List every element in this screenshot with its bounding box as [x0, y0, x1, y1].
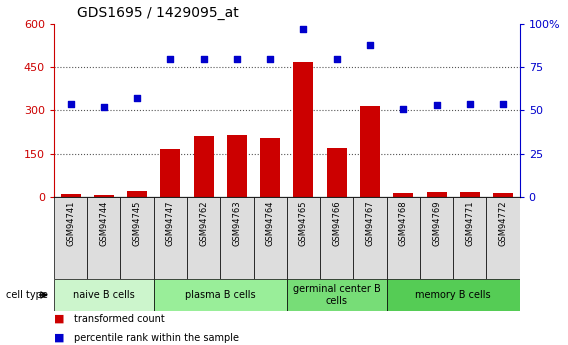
Bar — [493, 193, 513, 197]
Point — [66, 101, 75, 106]
Text: percentile rank within the sample: percentile rank within the sample — [74, 333, 239, 343]
Bar — [287, 197, 320, 279]
Point — [266, 56, 275, 61]
Bar — [420, 197, 453, 279]
Bar — [127, 191, 147, 197]
Bar — [154, 279, 287, 311]
Text: memory B cells: memory B cells — [415, 290, 491, 300]
Bar — [486, 197, 520, 279]
Text: naive B cells: naive B cells — [73, 290, 135, 300]
Text: ■: ■ — [54, 333, 64, 343]
Bar — [160, 149, 181, 197]
Point — [399, 106, 408, 111]
Point — [499, 101, 508, 106]
Bar — [253, 197, 287, 279]
Bar — [187, 197, 220, 279]
Point — [332, 56, 341, 61]
Text: cell type: cell type — [6, 290, 48, 300]
Bar — [460, 193, 480, 197]
Text: GSM94747: GSM94747 — [166, 201, 175, 246]
Point — [199, 56, 208, 61]
Point — [432, 102, 441, 108]
Text: GSM94763: GSM94763 — [232, 201, 241, 246]
Bar — [260, 138, 280, 197]
Bar — [387, 197, 420, 279]
Bar — [94, 195, 114, 197]
Text: GSM94771: GSM94771 — [465, 201, 474, 246]
Bar — [87, 197, 120, 279]
Bar — [227, 135, 247, 197]
Text: GSM94741: GSM94741 — [66, 201, 75, 246]
Text: GSM94744: GSM94744 — [99, 201, 108, 246]
Bar — [327, 148, 346, 197]
Text: GSM94766: GSM94766 — [332, 201, 341, 246]
Point — [166, 56, 175, 61]
Bar — [393, 193, 414, 197]
Bar — [287, 279, 387, 311]
Text: GSM94765: GSM94765 — [299, 201, 308, 246]
Point — [232, 56, 241, 61]
Bar — [61, 194, 81, 197]
Bar — [353, 197, 387, 279]
Bar — [220, 197, 253, 279]
Bar — [54, 279, 154, 311]
Text: GSM94762: GSM94762 — [199, 201, 208, 246]
Bar — [294, 61, 314, 197]
Text: GSM94768: GSM94768 — [399, 201, 408, 246]
Bar — [453, 197, 486, 279]
Text: transformed count: transformed count — [74, 314, 165, 324]
Bar — [387, 279, 520, 311]
Bar — [360, 106, 380, 197]
Point — [365, 42, 374, 48]
Text: GSM94745: GSM94745 — [133, 201, 141, 246]
Bar — [120, 197, 154, 279]
Text: GSM94772: GSM94772 — [499, 201, 508, 246]
Bar — [54, 197, 87, 279]
Text: GSM94764: GSM94764 — [266, 201, 275, 246]
Point — [299, 27, 308, 32]
Point — [132, 96, 141, 101]
Text: GSM94769: GSM94769 — [432, 201, 441, 246]
Bar — [320, 197, 353, 279]
Text: GSM94767: GSM94767 — [366, 201, 374, 246]
Text: plasma B cells: plasma B cells — [185, 290, 256, 300]
Text: ■: ■ — [54, 314, 64, 324]
Bar — [194, 136, 214, 197]
Point — [465, 101, 474, 106]
Point — [99, 104, 108, 110]
Bar — [427, 193, 446, 197]
Bar — [154, 197, 187, 279]
Text: germinal center B
cells: germinal center B cells — [293, 284, 381, 306]
Text: GDS1695 / 1429095_at: GDS1695 / 1429095_at — [77, 6, 239, 20]
